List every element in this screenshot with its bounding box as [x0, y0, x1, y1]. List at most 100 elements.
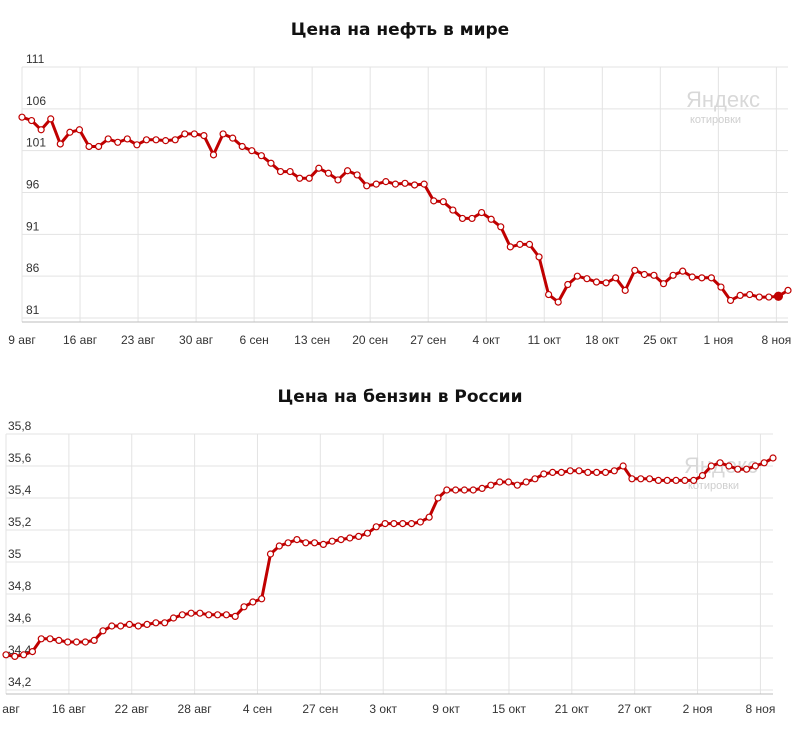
- data-point: [240, 603, 248, 611]
- x-tick-label: 27 сен: [302, 702, 338, 716]
- y-tick-label: 81: [26, 303, 40, 317]
- data-point: [593, 468, 601, 476]
- data-point: [698, 472, 707, 480]
- data-point: [219, 130, 227, 138]
- data-point: [610, 467, 618, 475]
- data-point: [222, 611, 231, 619]
- x-tick-label: 9 окт: [432, 702, 460, 716]
- data-point: [238, 142, 246, 151]
- data-point: [178, 611, 186, 619]
- data-point: [504, 478, 513, 486]
- x-tick-label: 4 сен: [243, 702, 272, 716]
- data-point: [337, 535, 345, 544]
- data-point: [601, 468, 610, 476]
- data-point: [425, 513, 433, 521]
- data-point: [257, 152, 265, 160]
- data-point: [161, 619, 169, 627]
- data-point: [468, 214, 476, 223]
- data-point: [679, 267, 687, 275]
- data-point: [566, 467, 574, 475]
- data-point: [631, 266, 639, 274]
- data-point: [114, 138, 122, 146]
- data-point: [688, 273, 696, 281]
- y-tick-label: 101: [26, 136, 46, 150]
- data-point: [372, 523, 380, 531]
- data-point: [355, 532, 363, 541]
- data-point: [669, 271, 677, 279]
- data-point: [522, 478, 530, 486]
- data-point: [125, 620, 134, 629]
- data-point: [363, 182, 371, 190]
- data-point: [258, 595, 266, 603]
- data-point: [645, 475, 654, 483]
- data-point: [334, 176, 342, 184]
- data-point: [557, 468, 566, 476]
- data-point: [275, 542, 283, 550]
- x-tick-label: 28 авг: [178, 702, 213, 716]
- data-point: [496, 478, 504, 486]
- data-point: [736, 291, 744, 300]
- data-point: [267, 159, 275, 167]
- watermark-logo: Яндекс: [686, 87, 760, 112]
- data-point: [293, 535, 301, 544]
- data-point: [143, 620, 151, 629]
- data-point: [707, 274, 716, 282]
- x-tick-label: 6 сен: [239, 333, 268, 347]
- x-tick-label: 27 сен: [410, 333, 446, 347]
- data-point: [205, 611, 213, 619]
- data-point: [381, 519, 389, 528]
- data-point: [196, 609, 204, 617]
- data-point: [169, 614, 178, 622]
- data-point: [784, 286, 792, 294]
- data-point: [94, 142, 103, 151]
- data-point: [85, 142, 93, 151]
- data-point: [56, 140, 64, 148]
- data-point: [443, 486, 451, 494]
- y-tick-label: 35: [8, 547, 22, 561]
- y-tick-label: 35,2: [8, 515, 32, 529]
- data-point: [249, 598, 257, 606]
- oil-price-chart: 111 106 101 96 91 86 81 9 авг 16 авг 23 авг 30 авг…: [8, 52, 792, 347]
- data-point: [353, 171, 361, 179]
- data-point: [72, 638, 81, 646]
- data-point: [554, 298, 562, 306]
- data-point: [134, 622, 142, 630]
- data-point: [117, 622, 125, 630]
- x-tick-label: 9 авг: [0, 702, 20, 716]
- x-tick-label: 11 окт: [528, 333, 562, 347]
- y-tick-label: 91: [26, 219, 40, 233]
- y-tick-label: 111: [26, 52, 45, 66]
- data-point: [372, 180, 380, 188]
- y-tick-label: 35,4: [8, 483, 32, 497]
- data-point: [363, 529, 372, 537]
- x-tick-label: 3 окт: [369, 702, 397, 716]
- x-tick-label: 16 авг: [52, 702, 87, 716]
- data-point: [575, 467, 583, 475]
- data-point: [564, 280, 572, 289]
- data-point: [407, 519, 416, 528]
- data-point: [142, 136, 151, 144]
- y-tick-label: 35,6: [8, 451, 32, 465]
- data-point: [765, 293, 773, 301]
- x-tick-label: 8 ноя: [761, 333, 791, 347]
- data-point: [439, 198, 447, 206]
- data-point: [506, 243, 514, 251]
- data-point: [545, 290, 553, 299]
- data-point: [108, 622, 116, 630]
- data-point: [123, 135, 131, 143]
- series-line: [5, 456, 774, 658]
- data-point: [28, 647, 37, 656]
- data-point: [592, 278, 601, 286]
- data-point: [181, 130, 189, 138]
- data-point: [469, 486, 477, 494]
- data-point: [187, 609, 195, 617]
- data-point: [540, 470, 548, 478]
- data-point: [64, 638, 72, 646]
- data-point: [460, 486, 469, 494]
- watermark-subtitle: котировки: [688, 480, 739, 492]
- data-point: [637, 475, 645, 483]
- data-point: [755, 293, 763, 301]
- data-point: [478, 484, 486, 492]
- data-point: [525, 240, 534, 248]
